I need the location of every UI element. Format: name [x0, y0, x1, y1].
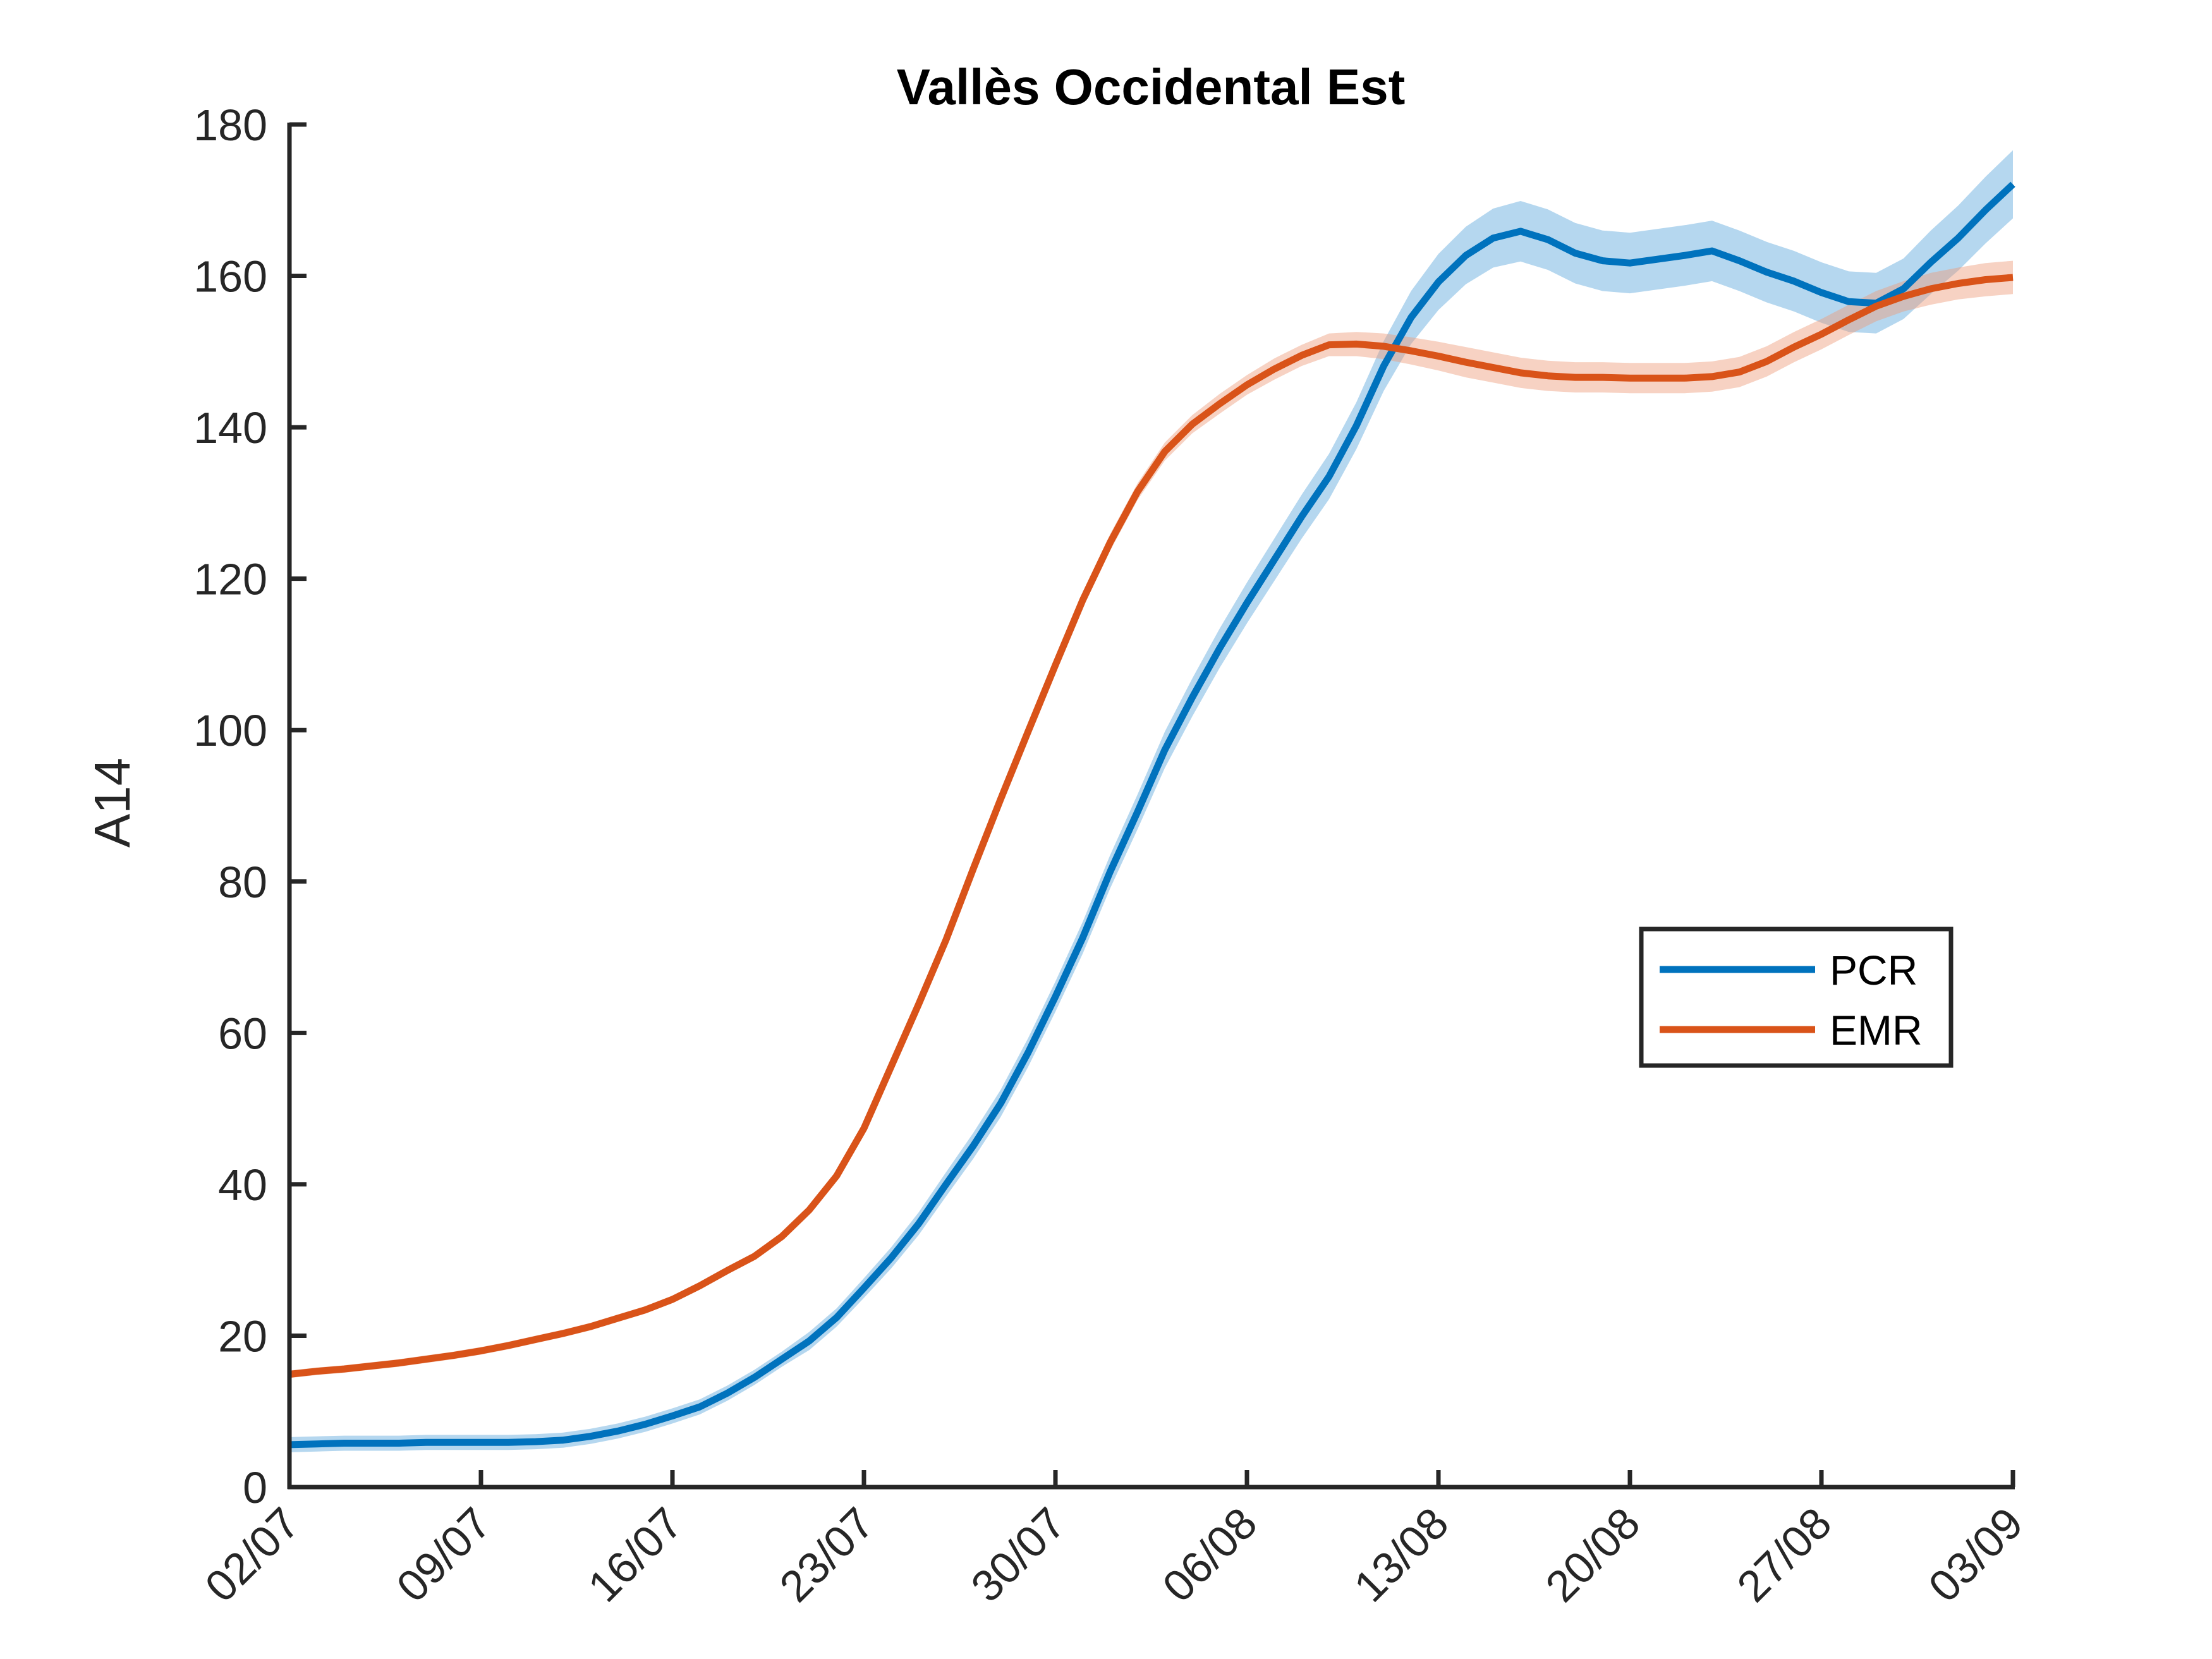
y-axis-label: A14: [84, 758, 140, 848]
legend: PCR EMR: [1639, 927, 1954, 1068]
y-tick-label: 40: [218, 1160, 267, 1210]
legend-box: [1639, 927, 1954, 1068]
pcr-line: [289, 181, 2015, 1449]
y-tick-label: 60: [218, 1009, 267, 1058]
y-tick-label: 120: [193, 555, 267, 604]
y-tick-label: 160: [193, 252, 267, 301]
y-tick-label: 180: [193, 100, 267, 150]
y-tick-label: 100: [193, 706, 267, 755]
confidence-bands: [289, 150, 2013, 1452]
series-lines: [289, 181, 2015, 1449]
y-tick-label: 20: [218, 1311, 267, 1361]
chart-title: Vallès Occidental Est: [897, 59, 1406, 115]
y-tick-label: 80: [218, 858, 267, 907]
legend-label-emr: EMR: [1830, 1007, 1923, 1054]
legend-label-pcr: PCR: [1830, 947, 1917, 994]
y-tick-label: 140: [193, 403, 267, 453]
pcr-confidence-band: [289, 150, 2013, 1452]
y-tick-label: 0: [243, 1463, 267, 1512]
emr-line: [289, 274, 2014, 1378]
